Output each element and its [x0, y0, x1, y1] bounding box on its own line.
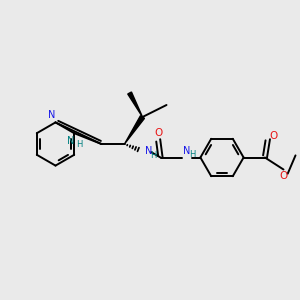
Text: O: O	[279, 171, 288, 181]
Polygon shape	[124, 116, 145, 144]
Text: N: N	[183, 146, 190, 156]
Text: N: N	[67, 136, 74, 146]
Text: H: H	[150, 151, 157, 160]
Text: N: N	[48, 110, 55, 120]
Text: O: O	[270, 131, 278, 141]
Polygon shape	[128, 92, 142, 117]
Text: H: H	[189, 150, 196, 159]
Text: N: N	[145, 146, 152, 156]
Text: O: O	[154, 128, 162, 138]
Text: H: H	[76, 140, 83, 149]
